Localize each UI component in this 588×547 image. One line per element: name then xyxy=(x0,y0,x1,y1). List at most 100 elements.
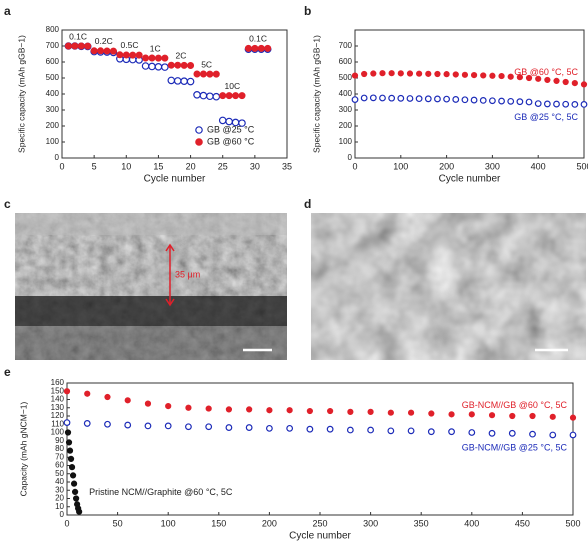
y-tick-label: 400 xyxy=(339,89,353,98)
data-point xyxy=(424,95,432,103)
data-point xyxy=(141,62,150,70)
y-tick-label: 60 xyxy=(55,461,64,470)
data-point xyxy=(549,413,556,420)
data-point xyxy=(193,91,201,99)
data-point xyxy=(154,63,163,71)
data-point xyxy=(507,73,514,80)
data-point xyxy=(361,70,368,78)
data-point xyxy=(148,54,156,62)
data-point xyxy=(525,98,533,106)
data-point xyxy=(407,427,415,435)
data-point xyxy=(427,428,435,436)
y-tick-label: 300 xyxy=(46,105,60,114)
data-point xyxy=(498,97,505,105)
data-point xyxy=(199,91,208,100)
data-point xyxy=(516,98,524,106)
data-point xyxy=(84,42,92,50)
x-tick-label: 350 xyxy=(414,518,429,528)
data-point xyxy=(580,100,588,108)
data-point xyxy=(122,51,130,59)
data-point xyxy=(161,54,169,62)
data-point xyxy=(73,495,80,502)
x-axis-label: Cycle number xyxy=(289,531,351,542)
y-tick-label: 150 xyxy=(51,386,65,395)
x-tick-label: 400 xyxy=(531,161,546,171)
data-point xyxy=(346,426,354,434)
x-tick-label: 250 xyxy=(312,518,327,528)
data-point xyxy=(387,427,395,435)
data-point xyxy=(367,426,375,434)
data-point xyxy=(306,425,314,433)
data-point xyxy=(488,429,496,437)
data-point xyxy=(347,408,354,415)
y-tick-label: 90 xyxy=(55,436,64,445)
data-point xyxy=(407,409,415,416)
y-tick-label: 500 xyxy=(46,73,60,82)
rate-annotation: 0.1C xyxy=(249,34,267,44)
sem-image-c: 35 μm xyxy=(15,213,287,360)
x-tick-label: 300 xyxy=(485,161,500,171)
y-tick-label: 100 xyxy=(339,137,353,146)
data-point xyxy=(68,464,76,471)
data-point xyxy=(135,51,143,59)
rate-annotation: 5C xyxy=(201,59,212,69)
x-tick-label: 20 xyxy=(186,161,196,171)
y-tick-label: 160 xyxy=(51,378,65,387)
panel-label: d xyxy=(304,197,311,211)
series-label: GB-NCM//GB @25 °C, 5C xyxy=(462,442,568,452)
data-point xyxy=(185,423,192,431)
data-point xyxy=(452,96,460,103)
data-point xyxy=(468,429,476,436)
y-axis-label: Specific capacity (mAh gGB−1) xyxy=(16,35,26,153)
data-point xyxy=(103,47,111,55)
data-point xyxy=(66,447,74,454)
x-tick-label: 0 xyxy=(64,518,69,528)
data-point xyxy=(124,421,132,429)
y-tick-label: 70 xyxy=(55,452,64,461)
data-point xyxy=(543,100,551,108)
data-point xyxy=(167,76,176,85)
x-tick-label: 200 xyxy=(439,161,454,171)
data-point xyxy=(387,409,394,416)
data-point xyxy=(397,70,404,77)
rate-annotation: 2C xyxy=(175,50,186,60)
y-tick-label: 400 xyxy=(46,89,60,98)
rate-annotation: 0.1C xyxy=(69,31,87,41)
data-point xyxy=(470,96,478,104)
data-point xyxy=(443,95,451,103)
x-tick-label: 0 xyxy=(59,161,64,171)
data-point xyxy=(327,407,334,415)
data-point xyxy=(205,405,212,412)
data-point xyxy=(286,424,294,432)
data-point xyxy=(63,388,71,395)
data-point xyxy=(165,403,172,410)
series-label: GB @25 °C, 5C xyxy=(514,112,578,122)
data-point xyxy=(104,393,111,401)
data-point xyxy=(225,406,233,413)
data-point xyxy=(571,100,579,108)
data-point xyxy=(76,508,83,515)
panel-label: b xyxy=(304,4,311,18)
data-point xyxy=(479,96,487,104)
data-point xyxy=(428,410,435,417)
legend-marker xyxy=(195,126,203,134)
y-tick-label: 100 xyxy=(46,137,60,146)
data-point xyxy=(535,75,542,82)
x-tick-label: 30 xyxy=(250,161,260,171)
y-tick-label: 700 xyxy=(46,41,60,50)
data-point xyxy=(244,44,252,52)
data-point xyxy=(461,96,469,104)
rate-annotation: 10C xyxy=(225,81,241,91)
x-tick-label: 400 xyxy=(464,518,479,528)
x-tick-label: 500 xyxy=(565,518,580,528)
data-point xyxy=(351,96,359,103)
data-point xyxy=(580,81,588,88)
data-point xyxy=(257,44,265,52)
data-point xyxy=(129,51,137,59)
data-point xyxy=(379,94,386,102)
data-point xyxy=(245,424,253,431)
x-tick-label: 100 xyxy=(161,518,176,528)
x-axis-label: Cycle number xyxy=(439,174,501,185)
panel-label: c xyxy=(4,197,11,211)
data-point xyxy=(461,71,469,78)
